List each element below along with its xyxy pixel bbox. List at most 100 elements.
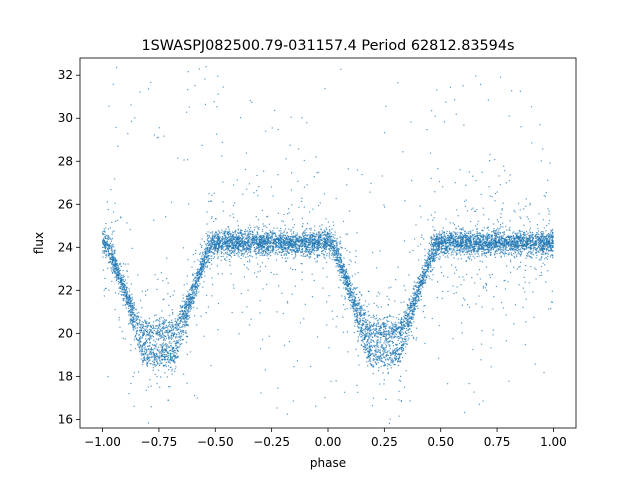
data-point <box>169 366 171 368</box>
data-point <box>305 231 307 234</box>
data-point <box>314 225 316 227</box>
data-point <box>405 340 407 342</box>
data-point <box>189 306 191 308</box>
data-point <box>462 229 464 231</box>
data-point <box>246 248 249 250</box>
data-point <box>354 288 356 290</box>
data-point <box>179 331 182 333</box>
data-point <box>162 353 164 355</box>
data-point <box>492 334 494 336</box>
data-point <box>504 251 506 253</box>
data-point <box>406 335 409 337</box>
data-point <box>444 235 447 237</box>
data-point <box>172 341 174 343</box>
data-point <box>319 239 321 241</box>
data-point <box>178 313 181 315</box>
data-point <box>148 337 150 339</box>
data-point <box>517 245 520 247</box>
data-point <box>422 271 424 273</box>
data-point <box>535 248 538 250</box>
data-point <box>112 83 114 85</box>
data-point <box>205 247 207 249</box>
data-point <box>500 236 503 238</box>
data-point <box>226 253 228 255</box>
data-point <box>458 250 460 252</box>
data-point <box>449 232 452 235</box>
data-point <box>395 333 397 335</box>
data-point <box>103 246 105 248</box>
data-point <box>118 278 120 280</box>
data-point <box>217 75 219 77</box>
data-point <box>112 250 114 252</box>
data-point <box>150 324 152 326</box>
data-point <box>192 253 194 256</box>
chart-title: 1SWASPJ082500.79-031157.4 Period 62812.8… <box>142 38 515 54</box>
data-point <box>203 264 205 266</box>
data-point <box>496 252 498 255</box>
data-point <box>545 235 547 238</box>
data-point <box>485 252 487 254</box>
data-point <box>112 266 114 268</box>
data-point <box>368 321 371 323</box>
data-point <box>544 195 547 198</box>
data-point <box>332 221 334 223</box>
data-point <box>456 253 458 255</box>
data-point <box>517 242 519 244</box>
data-point <box>332 236 334 238</box>
data-point <box>330 250 332 252</box>
data-point <box>160 272 163 274</box>
data-point <box>235 244 237 247</box>
data-point <box>250 244 252 246</box>
data-point <box>354 273 356 275</box>
data-point <box>350 307 352 309</box>
data-point <box>323 243 325 245</box>
data-point <box>403 332 405 334</box>
data-point <box>390 362 392 364</box>
data-point <box>533 247 536 249</box>
data-point <box>258 252 260 254</box>
data-point <box>146 341 148 344</box>
data-point <box>262 251 264 253</box>
data-point <box>310 253 312 256</box>
data-point <box>537 235 539 238</box>
data-point <box>159 330 161 333</box>
data-point <box>360 339 363 341</box>
data-point <box>121 287 124 289</box>
data-point <box>517 249 520 251</box>
data-point <box>200 315 202 317</box>
data-point <box>404 318 406 320</box>
data-point <box>253 243 255 246</box>
data-point <box>370 339 373 341</box>
data-point <box>157 278 159 280</box>
data-point <box>551 244 553 246</box>
data-point <box>105 287 107 289</box>
data-point <box>340 246 342 248</box>
data-point <box>384 364 386 366</box>
data-point <box>503 241 505 244</box>
data-point <box>469 243 471 245</box>
data-point <box>490 347 492 349</box>
data-point <box>480 244 482 247</box>
data-point <box>339 253 342 255</box>
data-point <box>473 251 475 253</box>
data-point <box>176 328 179 330</box>
data-point <box>196 272 199 274</box>
data-point <box>140 316 142 318</box>
data-point <box>550 250 552 252</box>
data-point <box>465 232 467 234</box>
data-point <box>116 274 118 276</box>
data-point <box>440 248 442 250</box>
data-point <box>448 239 450 241</box>
data-point <box>309 247 311 249</box>
data-point <box>229 245 232 247</box>
data-point <box>370 363 373 366</box>
data-point <box>519 250 522 253</box>
data-point <box>305 250 307 252</box>
data-point <box>269 241 271 243</box>
data-point <box>228 258 230 261</box>
data-point <box>348 291 350 293</box>
data-point <box>184 316 186 318</box>
data-point <box>530 266 532 268</box>
data-point <box>156 288 158 291</box>
data-point <box>400 319 402 321</box>
